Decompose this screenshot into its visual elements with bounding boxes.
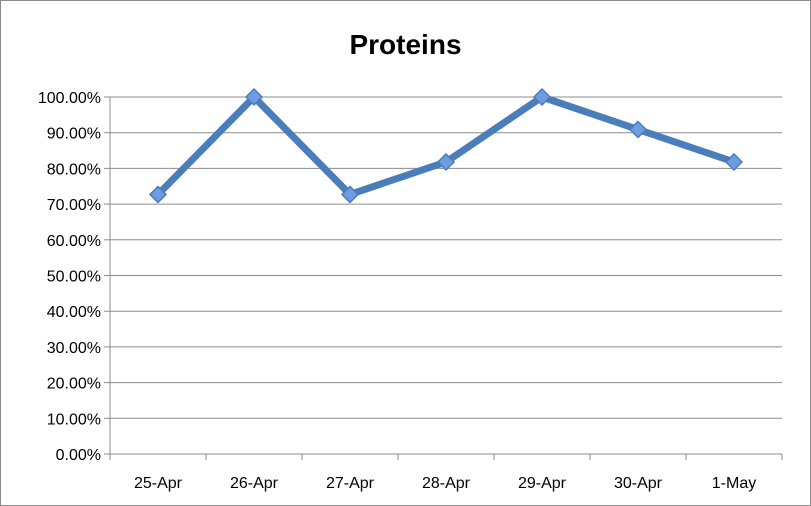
x-tick-label: 27-Apr [326, 475, 375, 492]
x-tick-label: 1-May [712, 475, 756, 492]
chart-title: Proteins [349, 29, 462, 60]
data-point-marker [340, 185, 360, 204]
data-point-marker [532, 87, 552, 107]
y-tick-label: 50.00% [47, 269, 101, 286]
data-point-marker [436, 152, 456, 172]
y-tick-label: 40.00% [47, 304, 101, 321]
series-markers [148, 87, 744, 204]
data-point-marker [148, 185, 168, 204]
x-tick-labels: 25-Apr 26-Apr 27-Apr 28-Apr 29-Apr 30-Apr 1-Ma… [134, 475, 756, 492]
axes [104, 96, 783, 460]
x-tick-label: 30-Apr [614, 475, 663, 492]
y-tick-label: 60.00% [47, 233, 101, 250]
x-tick-label: 26-Apr [230, 475, 279, 492]
series-line [154, 93, 738, 198]
data-point-marker [628, 120, 648, 139]
y-tick-label: 0.00% [56, 447, 101, 464]
x-tick-label: 29-Apr [518, 475, 567, 492]
y-tick-label: 70.00% [47, 197, 101, 214]
y-tick-label: 80.00% [47, 161, 101, 178]
x-tick-label: 25-Apr [134, 475, 183, 492]
y-tick-labels: 0.00% 10.00% 20.00% 30.00% 40.00% 50.00% 60.00… [38, 90, 101, 464]
x-tick-label: 28-Apr [422, 475, 471, 492]
data-point-marker [724, 152, 744, 172]
y-tick-label: 20.00% [47, 376, 101, 393]
series-line [154, 93, 738, 198]
y-tick-label: 30.00% [47, 340, 101, 357]
y-tick-label: 100.00% [38, 90, 101, 107]
data-point-marker [244, 87, 264, 107]
y-tick-label: 90.00% [47, 126, 101, 143]
y-tick-label: 10.00% [47, 411, 101, 428]
